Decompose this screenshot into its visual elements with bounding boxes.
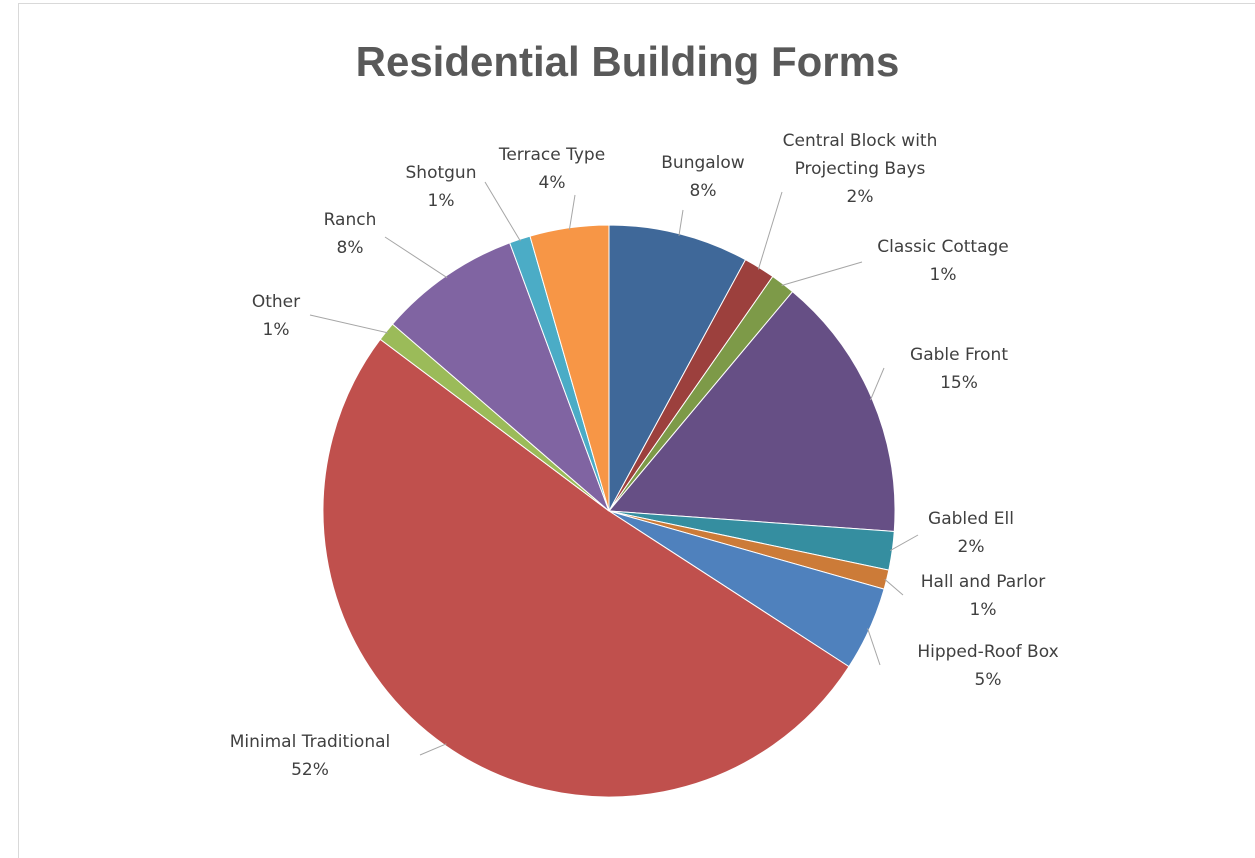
- leader-line: [889, 534, 919, 552]
- pie-slice-gable-front: [607, 290, 896, 532]
- data-label: Shotgun 1%: [406, 163, 477, 211]
- pie-slice-ranch: [391, 242, 610, 512]
- leader-line: [869, 367, 885, 401]
- leader-line: [884, 578, 904, 596]
- data-label: Gabled Ell 2%: [928, 509, 1014, 557]
- chart-title: Residential Building Forms: [355, 38, 900, 85]
- leader-line: [309, 314, 388, 334]
- data-label: Minimal Traditional 52%: [230, 732, 391, 780]
- data-label: Hall and Parlor 1%: [921, 572, 1045, 620]
- leader-line: [568, 194, 576, 230]
- leader-line: [781, 261, 863, 286]
- leader-line: [867, 628, 881, 666]
- data-label: Bungalow 8%: [661, 153, 745, 201]
- data-label: Classic Cottage 1%: [877, 237, 1008, 285]
- leader-line: [757, 191, 783, 270]
- data-label: Other 1%: [252, 292, 300, 340]
- pie-slice-terrace-type: [529, 224, 610, 512]
- data-label: Central Block with Projecting Bays 2%: [783, 131, 938, 207]
- data-label: Terrace Type 4%: [498, 145, 605, 193]
- leader-line: [384, 236, 448, 279]
- pie-slice-minimal-traditional: [322, 338, 850, 798]
- data-label: Gable Front 15%: [910, 345, 1008, 393]
- data-label: Ranch 8%: [324, 210, 377, 258]
- data-label: Hipped-Roof Box 5%: [917, 642, 1058, 690]
- leader-line: [678, 209, 684, 236]
- pie-slices: [322, 224, 896, 798]
- leader-lines: [309, 181, 919, 756]
- data-labels: Bungalow 8% Central Block with Projecting B…: [230, 131, 1059, 780]
- leader-line: [419, 743, 447, 756]
- leader-line: [484, 181, 521, 242]
